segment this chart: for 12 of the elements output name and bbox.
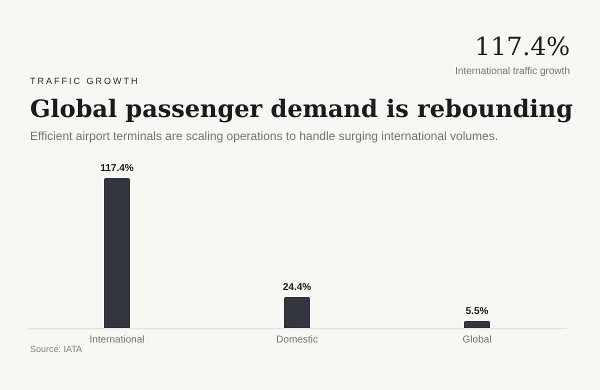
- data-label: 24.4%: [282, 282, 312, 293]
- x-tick-label: Domestic: [276, 334, 318, 346]
- text: 117.4%: [474, 32, 570, 61]
- text: International traffic growth: [455, 66, 570, 77]
- x-tick-label: International: [89, 334, 145, 346]
- source-note: Source: IATA: [30, 344, 82, 354]
- data-label: 117.4%: [100, 163, 134, 174]
- chart-title: Global passenger demand is rebounding: [30, 94, 573, 123]
- x-tick-label: Global: [462, 334, 492, 346]
- text: TRAFFIC GROWTH: [30, 76, 140, 86]
- chart-subtitle: Efficient airport terminals are scaling operations to handle surging international volumes.: [30, 129, 498, 143]
- data-label: 5.5%: [466, 306, 489, 317]
